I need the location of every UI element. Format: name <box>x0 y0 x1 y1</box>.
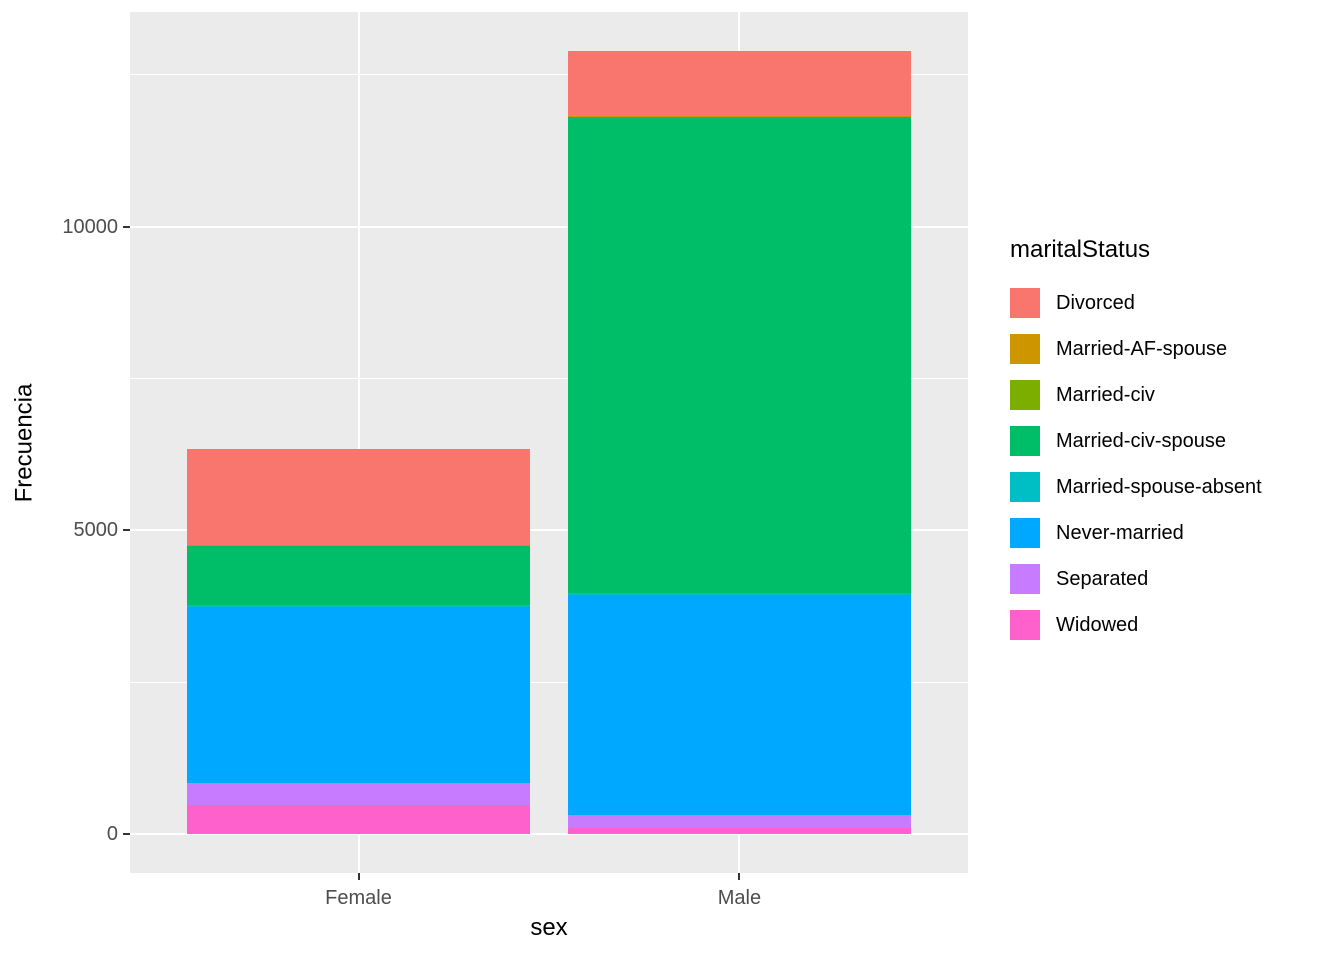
bar-segment-male-separated <box>568 815 911 829</box>
legend-item-label: Divorced <box>1056 291 1135 314</box>
x-axis-title: sex <box>530 914 568 941</box>
legend-items: Divorced Married-AF-spouse Married-civ Marr… <box>1010 280 1262 648</box>
x-axis-tick-label-female: Female <box>325 887 392 909</box>
legend: maritalStatus Divorced Married-AF-spouse M… <box>1010 236 1262 648</box>
plot-panel <box>130 12 968 873</box>
legend-item-label: Married-civ-spouse <box>1056 429 1227 452</box>
gridline-minor <box>130 74 968 76</box>
gridline-minor <box>130 377 968 379</box>
legend-item-label: Widowed <box>1056 613 1139 636</box>
bar-segment-male-divorced <box>568 51 911 117</box>
y-axis-tick-mark <box>123 529 130 532</box>
legend-key-married-civ-swatch <box>1010 380 1040 410</box>
legend-key-never-married-swatch <box>1010 518 1040 548</box>
legend-item-label: Married-civ <box>1056 383 1155 406</box>
bar-segment-female-separated <box>187 783 530 806</box>
y-axis-tick-label: 10000 <box>62 215 118 238</box>
legend-key-divorced-swatch <box>1010 288 1040 318</box>
gridline-minor <box>130 681 968 683</box>
gridline-major-vertical <box>357 12 360 873</box>
bar-segment-female-divorced <box>187 448 530 545</box>
legend-item-label: Married-AF-spouse <box>1056 337 1228 360</box>
bar-segment-female-widowed <box>187 805 530 834</box>
legend-key-married-af-spouse-swatch <box>1010 334 1040 364</box>
bar-segment-male-married-civ <box>568 116 911 118</box>
legend-item-married-civ: Married-civ <box>1010 372 1262 418</box>
legend-key-separated-swatch <box>1010 564 1040 594</box>
y-axis-title-wrap: Frecuencia <box>4 12 44 873</box>
legend-item-never-married: Never-married <box>1010 510 1262 556</box>
bar-segment-male-never-married <box>568 595 911 815</box>
y-axis-title: Frecuencia <box>10 383 38 502</box>
y-axis-tick-mark <box>123 832 130 835</box>
x-axis-tick-label-male: Male <box>717 887 762 909</box>
legend-item-married-civ-spouse: Married-civ-spouse <box>1010 418 1262 464</box>
x-axis-tick-mark <box>738 873 741 880</box>
gridline-major <box>130 832 968 835</box>
legend-key-married-civ-spouse-swatch <box>1010 426 1040 456</box>
bar-segment-female-married-civ-spouse <box>187 545 530 605</box>
legend-item-divorced: Divorced <box>1010 280 1262 326</box>
legend-item-label: Separated <box>1056 567 1149 590</box>
x-axis-tick-mark <box>357 873 360 880</box>
bar-segment-female-married-spouse-absent <box>187 604 530 608</box>
legend-item-separated: Separated <box>1010 556 1262 602</box>
legend-title: maritalStatus <box>1010 236 1151 263</box>
gridline-major <box>130 225 968 228</box>
legend-item-label: Married-spouse-absent <box>1056 475 1262 498</box>
legend-item-married-spouse-absent: Married-spouse-absent <box>1010 464 1262 510</box>
legend-item-label: Never-married <box>1056 521 1184 544</box>
bar-segment-female-never-married <box>187 607 530 784</box>
y-axis-tick-label: 0 <box>106 822 118 845</box>
legend-key-widowed-swatch <box>1010 610 1040 640</box>
bar-segment-male-married-spouse-absent <box>568 592 911 596</box>
bar-segment-male-widowed <box>568 828 911 834</box>
legend-key-married-spouse-absent-swatch <box>1010 472 1040 502</box>
legend-item-married-af-spouse: Married-AF-spouse <box>1010 326 1262 372</box>
gridline-major <box>130 529 968 532</box>
y-axis-tick-label: 5000 <box>73 519 119 542</box>
bar-segment-male-married-civ-spouse <box>568 117 911 593</box>
legend-item-widowed: Widowed <box>1010 602 1262 648</box>
y-axis-tick-mark <box>123 225 130 228</box>
